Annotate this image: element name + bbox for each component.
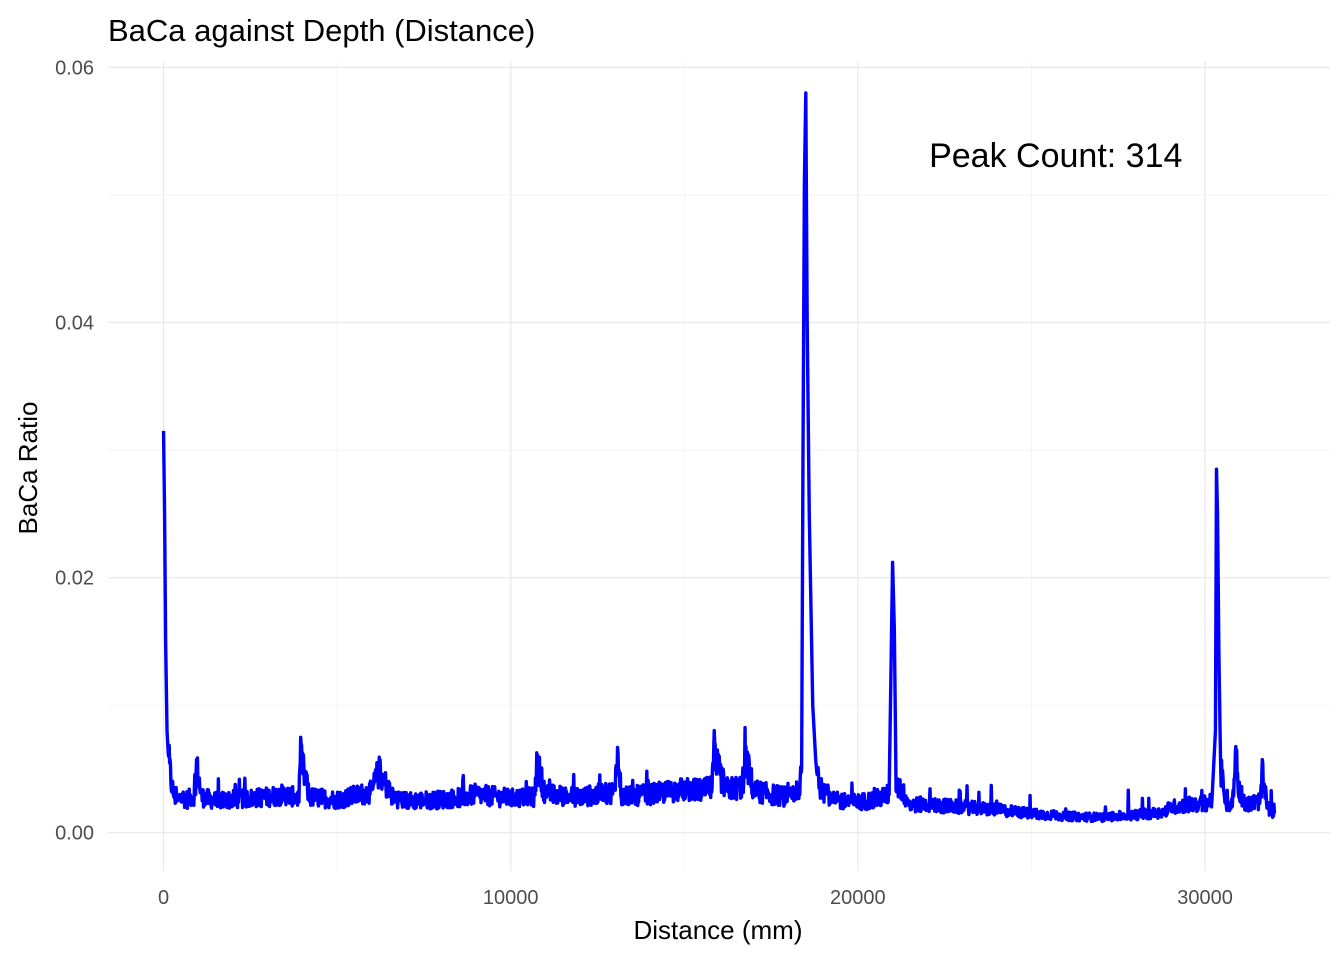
chart-title: BaCa against Depth (Distance) xyxy=(108,13,535,48)
y-tick-label: 0.02 xyxy=(55,568,94,590)
series-layer xyxy=(161,91,1277,824)
x-axis-ticks: 0 10000 20000 30000 xyxy=(158,887,1233,909)
peak-count-annotation: Peak Count: 314 xyxy=(929,137,1182,175)
y-axis-ticks: 0.00 0.02 0.04 0.06 xyxy=(55,57,94,844)
grid xyxy=(108,61,1330,871)
x-tick-label: 30000 xyxy=(1177,887,1233,909)
y-tick-label: 0.00 xyxy=(55,823,94,845)
y-axis-title: BaCa Ratio xyxy=(13,402,43,535)
x-axis-title: Distance (mm) xyxy=(633,915,802,945)
x-tick-label: 10000 xyxy=(483,887,539,909)
x-tick-label: 0 xyxy=(158,887,169,909)
y-tick-label: 0.06 xyxy=(55,57,94,79)
x-tick-label: 20000 xyxy=(830,887,886,909)
baca-series-line xyxy=(161,91,1277,824)
y-tick-label: 0.04 xyxy=(55,312,94,334)
